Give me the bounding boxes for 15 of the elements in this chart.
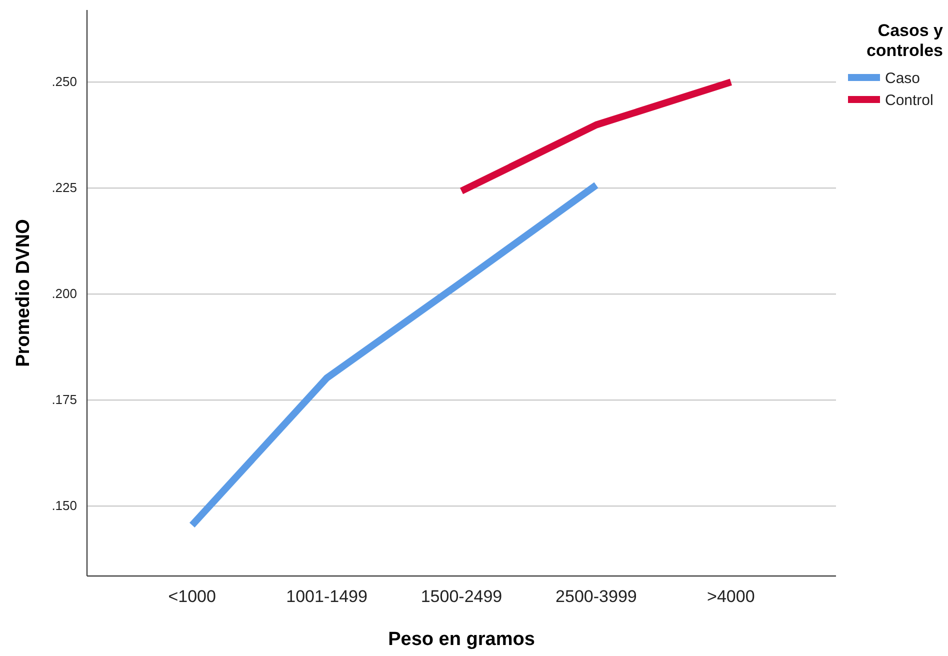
y-axis-title: Promedio DVNO xyxy=(13,219,34,367)
x-tick-label: <1000 xyxy=(168,587,216,606)
x-tick-label: 1500-2499 xyxy=(420,587,502,606)
x-tick-label: 1001-1499 xyxy=(286,587,368,606)
y-tick-label: .150 xyxy=(52,498,77,514)
x-tick-label: 2500-3999 xyxy=(556,587,637,606)
legend-title: Casos y controles xyxy=(866,21,944,60)
x-axis-title: Peso en gramos xyxy=(388,629,535,650)
y-tick-label: .175 xyxy=(52,392,77,408)
y-tick-label: .250 xyxy=(52,74,77,90)
y-tick-label: .200 xyxy=(52,286,77,302)
legend-label: Control xyxy=(885,92,934,109)
legend-label: Caso xyxy=(885,70,920,87)
y-tick-label: .225 xyxy=(52,180,77,196)
x-tick-label: >4000 xyxy=(707,587,755,606)
